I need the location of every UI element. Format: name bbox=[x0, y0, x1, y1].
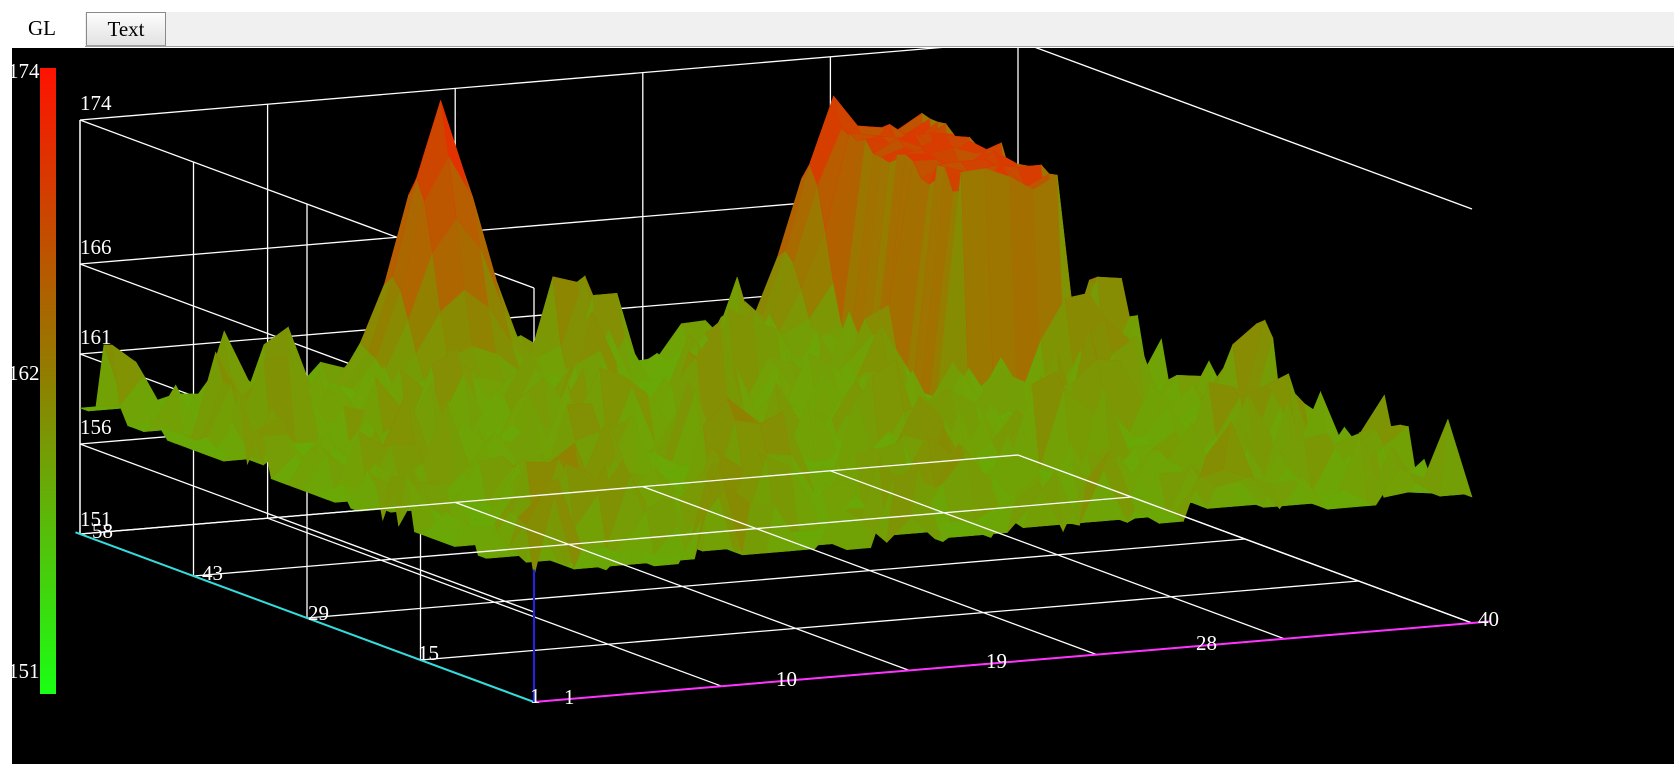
grid-line bbox=[420, 580, 1359, 661]
z-tick-label: 151 bbox=[80, 507, 112, 531]
color-scale-mid-label: 162 bbox=[12, 361, 40, 385]
x-tick-label: 10 bbox=[776, 667, 797, 691]
tab-bar: GL Text bbox=[0, 0, 1674, 50]
x-tick-label: 1 bbox=[564, 685, 575, 709]
y-tick-label: 29 bbox=[308, 601, 329, 625]
y-axis-line bbox=[75, 531, 535, 703]
z-tick-label: 174 bbox=[80, 91, 112, 115]
axes bbox=[75, 531, 1491, 703]
color-scale-min-label: 151 bbox=[12, 659, 40, 683]
color-scale-max-label: 174 bbox=[12, 59, 40, 83]
grid-line bbox=[193, 496, 1132, 577]
x-axis-line bbox=[533, 620, 1491, 703]
grid-line bbox=[79, 443, 535, 613]
tab-gl[interactable]: GL bbox=[0, 8, 84, 48]
gl-viewport[interactable]: 174 162 151 174 166 161 156 151 1 15 29 … bbox=[12, 48, 1674, 764]
y-tick-label: 1 bbox=[530, 684, 541, 708]
y-tick-label: 15 bbox=[418, 641, 439, 665]
z-tick-label: 156 bbox=[80, 415, 112, 439]
y-tick-label: 58 bbox=[92, 519, 113, 543]
x-tick-label: 28 bbox=[1196, 631, 1217, 655]
grid-line bbox=[306, 538, 1246, 619]
y-tick-label: 43 bbox=[202, 561, 223, 585]
tab-text[interactable]: Text bbox=[86, 12, 166, 46]
x-tick-label: 19 bbox=[986, 649, 1007, 673]
z-tick-label: 166 bbox=[80, 235, 112, 259]
x-tick-label: 40 bbox=[1478, 607, 1499, 631]
tab-strip bbox=[85, 12, 1674, 47]
grid-line bbox=[79, 454, 1019, 535]
z-tick-label: 161 bbox=[80, 325, 112, 349]
grid-line bbox=[1035, 48, 1473, 210]
surface-plot[interactable]: 174 162 151 174 166 161 156 151 1 15 29 … bbox=[12, 48, 1674, 764]
surface-mesh bbox=[79, 95, 1473, 577]
color-scale-bar bbox=[40, 68, 56, 694]
surface-cell bbox=[1439, 419, 1473, 498]
grid-line bbox=[79, 48, 943, 121]
